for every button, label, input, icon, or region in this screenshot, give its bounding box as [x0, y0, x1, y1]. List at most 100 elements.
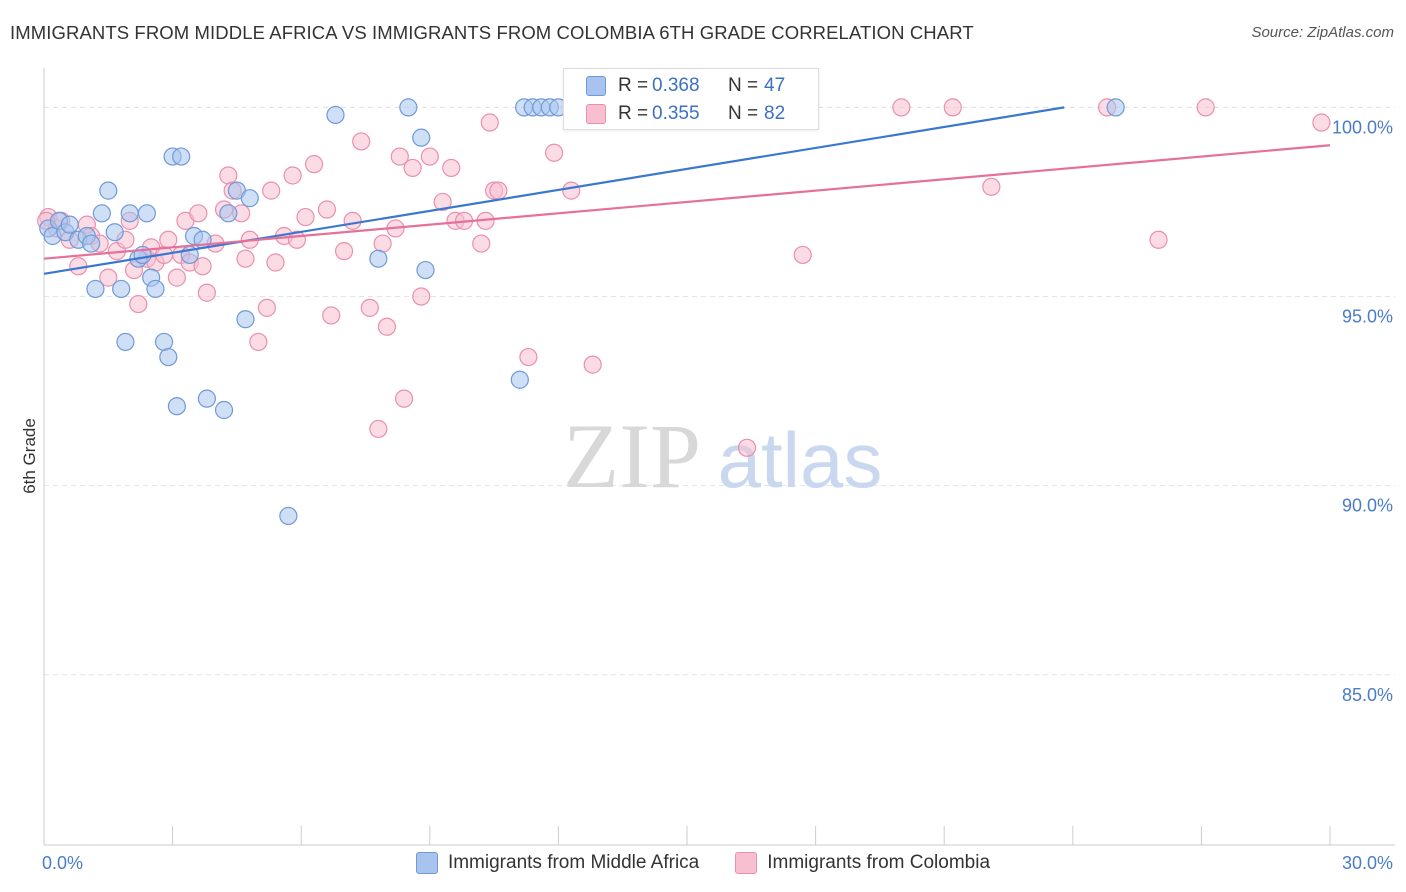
colombia-point	[390, 147, 409, 166]
middle-africa-point	[369, 249, 388, 268]
middle-africa-point	[412, 128, 431, 147]
colombia-point	[296, 207, 315, 227]
colombia-point	[352, 132, 371, 151]
middle-africa-point	[116, 332, 135, 352]
y-axis-title: 6th Grade	[20, 418, 39, 494]
colombia-point	[562, 181, 581, 200]
legend-row-colombia: R = 0.355 N = 82	[586, 100, 785, 128]
stats-legend: R = 0.368 N = 47 R = 0.355 N = 82	[563, 68, 819, 130]
colombia-point	[257, 298, 277, 317]
colombia-point	[219, 166, 238, 185]
colombia-point	[343, 211, 362, 230]
colombia-point	[317, 200, 337, 219]
colombia-point	[266, 253, 285, 272]
pink-swatch	[586, 104, 606, 124]
colombia-point	[1196, 98, 1215, 117]
middle-africa-point	[240, 189, 259, 208]
colombia-point	[583, 355, 602, 374]
colombia-point	[519, 347, 538, 367]
legend-item-colombia[interactable]: Immigrants from Colombia	[735, 852, 990, 874]
colombia-point	[943, 98, 962, 117]
colombia-point	[322, 306, 341, 325]
middle-africa-point	[159, 347, 178, 367]
colombia-point	[892, 98, 911, 117]
watermark-atlas: atlas	[718, 416, 883, 504]
middle-africa-point	[279, 506, 298, 526]
middle-africa-point	[197, 389, 216, 408]
colombia-point	[167, 268, 186, 287]
colombia-point	[189, 204, 208, 223]
middle-africa-point	[399, 98, 418, 117]
colombia-point	[283, 166, 302, 185]
colombia-point	[489, 181, 508, 200]
y-tick-label: 100.0%	[1332, 117, 1393, 137]
pink-swatch	[735, 852, 758, 874]
series-legend: Immigrants from Middle Africa Immigrants…	[0, 852, 1406, 874]
middle-africa-point	[60, 215, 79, 234]
colombia-point	[236, 249, 255, 268]
colombia-point	[377, 317, 397, 336]
middle-africa-point	[416, 260, 435, 280]
y-tick-label: 90.0%	[1342, 496, 1393, 516]
legend-label: Immigrants from Middle Africa	[447, 852, 700, 873]
colombia-point	[480, 113, 499, 132]
n-value: 47	[764, 75, 786, 96]
middle-africa-point	[154, 332, 174, 352]
colombia-point	[442, 158, 461, 178]
r-value: 0.355	[652, 103, 700, 124]
middle-africa-point	[167, 397, 186, 416]
colombia-point	[545, 143, 564, 162]
r-label: R =	[618, 75, 649, 96]
r-label: R =	[618, 103, 649, 124]
source-credit: Source: ZipAtlas.com	[1251, 24, 1394, 41]
middle-africa-point	[236, 310, 255, 329]
colombia-trend-line	[43, 144, 1331, 260]
chart-title: IMMIGRANTS FROM MIDDLE AFRICA VS IMMIGRA…	[10, 22, 974, 43]
colombia-point	[304, 155, 324, 174]
colombia-point	[193, 257, 212, 276]
n-value: 82	[764, 103, 786, 124]
colombia-point	[369, 419, 388, 439]
colombia-point	[129, 294, 148, 314]
blue-swatch	[586, 76, 606, 96]
x-tick-label: 30.0%	[1342, 853, 1393, 873]
blue-swatch	[415, 852, 438, 874]
middle-africa-point	[219, 204, 238, 223]
middle-africa-point	[1106, 98, 1125, 117]
legend-label: Immigrants from Colombia	[767, 852, 991, 873]
data-points	[37, 98, 1331, 526]
colombia-point	[420, 147, 439, 166]
colombia-point	[1312, 113, 1331, 132]
colombia-point	[433, 192, 452, 212]
middle-africa-point	[112, 279, 131, 299]
middle-africa-point	[326, 105, 345, 125]
colombia-point	[982, 177, 1001, 196]
middle-africa-trend-line	[43, 106, 1065, 275]
colombia-point	[737, 438, 757, 457]
middle-africa-point	[82, 234, 101, 253]
y-tick-label: 95.0%	[1342, 307, 1393, 327]
colombia-point	[197, 283, 216, 302]
y-tick-label: 85.0%	[1342, 685, 1393, 705]
trend-lines	[43, 106, 1331, 275]
legend-item-middle-africa[interactable]: Immigrants from Middle Africa	[415, 852, 700, 874]
middle-africa-point	[92, 204, 111, 223]
middle-africa-point	[99, 181, 118, 200]
colombia-point	[403, 158, 422, 178]
colombia-point	[159, 230, 178, 249]
x-tick-label: 0.0%	[42, 853, 83, 873]
colombia-point	[262, 181, 281, 200]
middle-africa-point	[146, 279, 165, 299]
watermark: ZIP atlas	[563, 405, 882, 507]
n-label: N =	[728, 103, 759, 124]
tick-labels: 85.0% 90.0% 95.0% 100.0% 0.0% 30.0%	[42, 117, 1393, 873]
middle-africa-point	[137, 204, 156, 223]
colombia-point	[793, 245, 812, 265]
watermark-zip: ZIP	[563, 405, 701, 507]
colombia-point	[472, 234, 491, 253]
colombia-point	[360, 298, 379, 317]
legend-row-middle-africa: R = 0.368 N = 47	[586, 72, 785, 100]
r-value: 0.368	[652, 75, 700, 96]
colombia-point	[334, 242, 354, 261]
colombia-point	[1149, 230, 1168, 249]
